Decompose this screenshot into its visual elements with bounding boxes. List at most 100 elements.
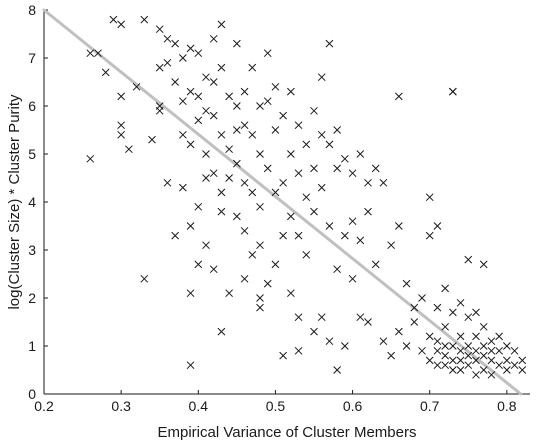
y-tick-label: 4 (28, 194, 36, 210)
data-point-stroke (109, 15, 118, 24)
data-point-stroke (479, 351, 488, 360)
data-point (425, 193, 434, 202)
data-point-stroke (325, 337, 334, 346)
data-point (86, 49, 95, 58)
data-point (456, 346, 465, 355)
data-point (217, 207, 226, 216)
data-point (186, 289, 195, 298)
data-point-stroke (487, 346, 496, 355)
data-point-stroke (302, 140, 311, 149)
data-point (456, 332, 465, 341)
data-point-stroke (240, 87, 249, 96)
data-point-stroke (518, 366, 527, 374)
data-point (472, 356, 480, 365)
data-point-stroke (202, 241, 210, 250)
data-point-stroke (209, 78, 218, 86)
data-point-stroke (163, 178, 172, 187)
x-tick-label: 0.4 (189, 398, 209, 414)
data-point (117, 121, 125, 130)
data-point-stroke (217, 130, 226, 139)
data-point-stroke (433, 337, 442, 346)
data-point (487, 370, 496, 379)
data-point (348, 169, 357, 178)
data-point (310, 207, 318, 216)
data-point-stroke (433, 303, 442, 312)
data-point-stroke (263, 49, 272, 58)
data-point-stroke (202, 106, 210, 115)
data-point-stroke (356, 150, 365, 158)
data-point-stroke (325, 222, 334, 230)
data-point-stroke (248, 130, 257, 139)
data-point-stroke (287, 212, 295, 221)
data-point (479, 366, 488, 374)
data-point (333, 366, 341, 374)
data-point (233, 102, 241, 110)
data-point-stroke (433, 222, 442, 230)
data-point-stroke (155, 106, 164, 115)
data-point (155, 25, 164, 34)
data-point (356, 313, 365, 322)
data-point (287, 150, 295, 158)
y-tick-label: 3 (28, 242, 36, 258)
data-point (402, 342, 411, 350)
data-point-stroke (402, 342, 411, 350)
data-point-stroke (348, 169, 357, 178)
data-point (456, 298, 465, 307)
data-point-stroke (125, 145, 133, 154)
data-point-stroke (209, 265, 218, 274)
data-point (240, 274, 249, 283)
x-axis-title: Empirical Variance of Cluster Members (158, 424, 417, 441)
data-point (225, 289, 233, 298)
data-point-stroke (472, 370, 480, 379)
data-point-stroke (217, 327, 226, 336)
data-point (287, 289, 295, 298)
data-point-stroke (464, 255, 473, 264)
data-point-stroke (271, 260, 280, 269)
data-point (410, 303, 419, 312)
data-point-stroke (449, 87, 457, 96)
data-point (171, 231, 179, 240)
data-point-stroke (240, 274, 249, 283)
data-point (464, 351, 473, 360)
data-point (155, 106, 164, 115)
data-point-stroke (186, 222, 195, 230)
data-point (464, 342, 473, 350)
x-tick-label: 0.7 (420, 398, 440, 414)
data-point-stroke (86, 49, 95, 58)
data-point (263, 279, 272, 288)
data-point-stroke (341, 342, 349, 350)
data-point-stroke (317, 183, 326, 192)
data-point-stroke (248, 63, 257, 72)
data-point (472, 346, 480, 355)
data-point-stroke (310, 106, 318, 115)
data-point (202, 150, 210, 158)
data-point-stroke (371, 260, 380, 269)
data-point-stroke (171, 78, 179, 86)
data-point-stroke (333, 126, 341, 134)
data-point (510, 346, 519, 355)
data-point (279, 351, 287, 360)
data-point (456, 356, 465, 365)
data-point (271, 260, 280, 269)
data-point (217, 188, 226, 197)
data-point (410, 318, 419, 326)
data-point (256, 303, 264, 312)
data-point-stroke (472, 356, 480, 365)
data-point-stroke (240, 121, 249, 130)
data-point-stroke (364, 207, 372, 216)
data-point (233, 39, 241, 48)
data-point (263, 97, 272, 106)
data-point (456, 366, 465, 374)
data-point (117, 92, 125, 101)
data-point (495, 361, 503, 370)
data-point (495, 346, 503, 355)
data-point (518, 366, 527, 374)
data-point-stroke (256, 241, 264, 250)
data-point-stroke (132, 82, 141, 91)
data-point (248, 130, 257, 139)
data-point-stroke (186, 44, 195, 53)
data-point (441, 284, 449, 293)
data-point-stroke (441, 342, 449, 350)
data-point (194, 202, 203, 211)
data-point-stroke (449, 308, 457, 317)
